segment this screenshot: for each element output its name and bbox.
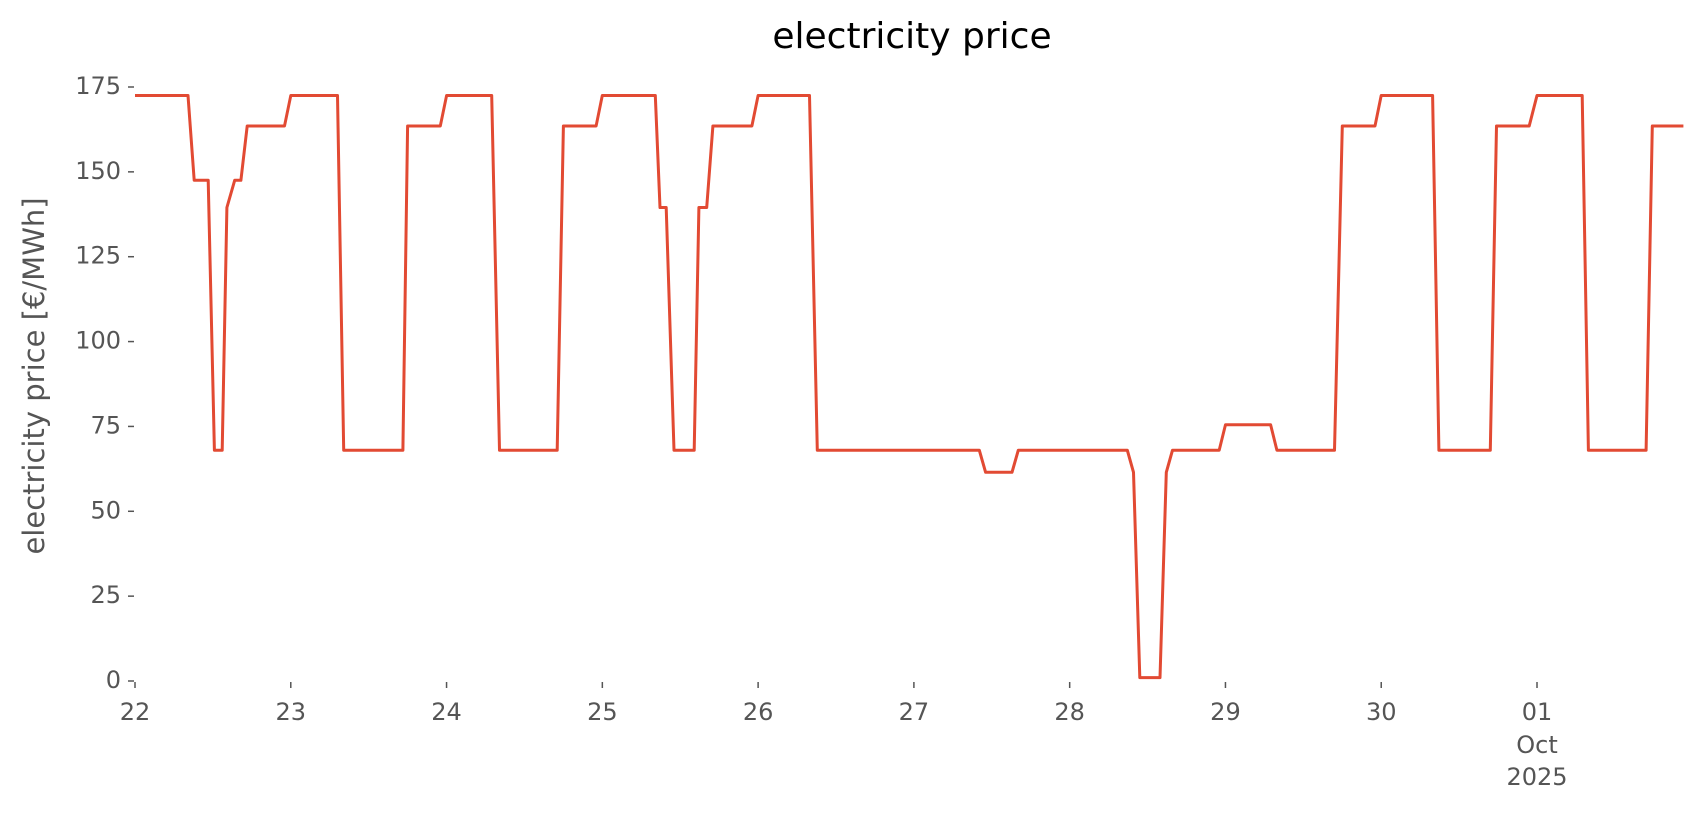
x-tick-label: 24 [431,698,462,726]
x-tick-label: 30 [1366,698,1397,726]
y-tick-label: 125 [75,242,121,270]
x-tick-label: 29 [1210,698,1241,726]
x-tick-label: 22 [120,698,151,726]
x-tick-label: 26 [743,698,774,726]
x-tick-label: 01 [1522,698,1553,726]
x-tick-label: 27 [899,698,930,726]
y-tick-label: 150 [75,157,121,185]
chart-title: electricity price [772,16,1051,57]
x-tick-label: 25 [587,698,618,726]
y-tick-label: 100 [75,327,121,355]
y-tick-label: 75 [90,411,121,439]
y-tick-label: 175 [75,72,121,100]
price-line [135,94,1684,680]
x-tick-sublabel: 2025 [1506,763,1567,791]
y-tick-label: 0 [106,666,121,694]
y-tick-label: 50 [90,496,121,524]
y-tick-label: 25 [90,581,121,609]
x-tick-label: 28 [1054,698,1085,726]
x-tick-sublabel: Oct [1516,731,1558,759]
y-axis-label: electricity price [€/MWh] [17,197,51,554]
x-tick-label: 23 [276,698,307,726]
